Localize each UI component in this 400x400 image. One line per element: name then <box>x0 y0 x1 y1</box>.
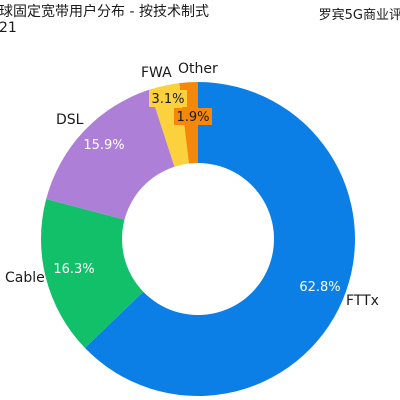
value-label-box-fwa <box>149 90 187 107</box>
category-label-other: Other <box>178 61 218 77</box>
slice-dsl <box>46 89 175 220</box>
value-label-box-other <box>174 108 212 125</box>
category-label-fttx: FTTx <box>346 293 379 309</box>
slice-fttx <box>84 82 356 397</box>
value-label-dsl: 15.9% <box>83 138 124 153</box>
value-label-fttx: 62.8% <box>299 280 340 295</box>
value-label-cable: 16.3% <box>53 262 94 277</box>
chart-title: 球固定宽带用户分布 - 按技术制式 <box>0 4 209 20</box>
value-label-fwa: 3.1% <box>151 92 184 107</box>
chart-subtitle-year: 21 <box>0 20 17 36</box>
category-label-cable: Cable <box>5 270 45 286</box>
slice-cable <box>40 199 144 348</box>
value-label-other: 1.9% <box>176 110 209 125</box>
category-label-dsl: DSL <box>56 112 84 128</box>
source-label: 罗宾5G商业评 <box>318 8 400 23</box>
category-label-fwa: FWA <box>141 65 172 81</box>
